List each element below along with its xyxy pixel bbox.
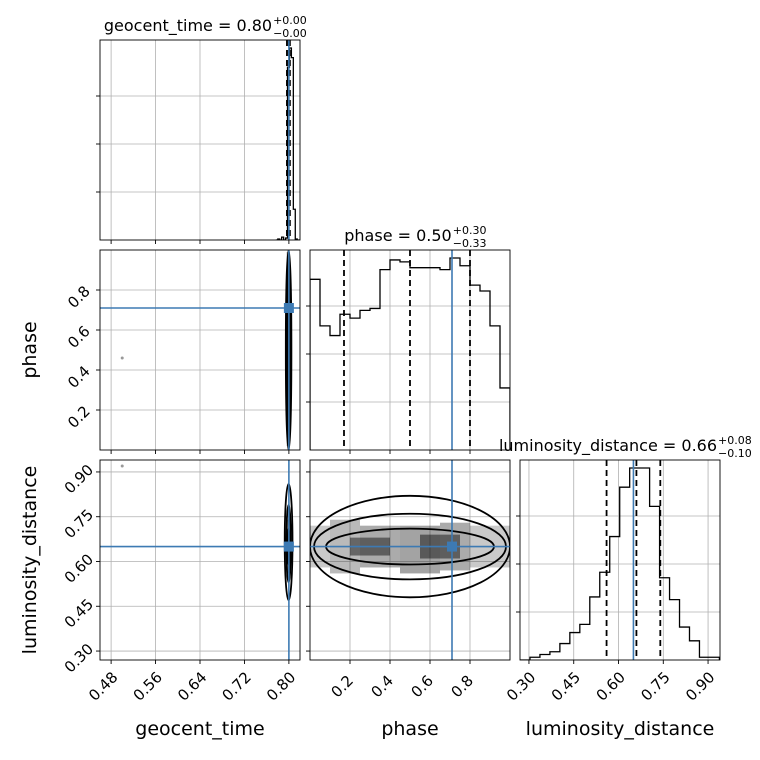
panel-geocent_time-geocent_time — [96, 39, 301, 244]
x-tick-label-geocent_time: 0.64 — [174, 668, 210, 704]
x-tick-label-geocent_time: 0.80 — [263, 668, 299, 704]
title-upper-error: +0.30 — [453, 224, 487, 237]
panel-frame — [309, 459, 511, 661]
truth-marker — [447, 541, 457, 552]
panel-phase-phase — [306, 249, 511, 454]
title-luminosity_distance: luminosity_distance = 0.66 +0.08−0.10 — [499, 434, 752, 460]
x-tick-label-phase: 0.2 — [327, 672, 357, 702]
scatter-point — [120, 356, 124, 360]
title-text: phase = 0.50 — [344, 226, 451, 245]
panel-luminosity_distance-luminosity_distance-inner — [520, 460, 720, 660]
title-upper-error: +0.08 — [718, 434, 752, 447]
panel-frame — [99, 459, 301, 661]
histogram-phase — [310, 257, 510, 450]
x-tick-label-phase: 0.4 — [367, 672, 397, 702]
truth-marker — [283, 541, 294, 552]
y-tick-label-phase: 0.8 — [64, 282, 94, 312]
histogram-luminosity_distance — [520, 467, 720, 660]
y-tick-label-luminosity_distance: 0.60 — [61, 550, 97, 586]
title-lower-error: −0.33 — [453, 237, 487, 250]
panel-luminosity_distance-luminosity_distance: 0.30 0.45 0.60 0.75 0.90 luminosity_distance — [503, 459, 721, 740]
x-tick-label-geocent_time: 0.48 — [85, 668, 121, 704]
x-tick-label-geocent_time: 0.56 — [130, 668, 166, 704]
panel-frame — [519, 459, 721, 661]
axis-label-phase: phase — [19, 321, 41, 378]
x-tick-label-geocent_time: 0.72 — [218, 668, 254, 704]
title-phase: phase = 0.50 +0.30−0.33 — [344, 224, 486, 250]
x-tick-label-luminosity_distance: 0.75 — [637, 668, 673, 704]
panel-phase-luminosity_distance: 0.2 0.4 0.6 0.8 phase — [306, 459, 511, 740]
y-tick-label-luminosity_distance: 0.75 — [61, 506, 97, 542]
panel-frame — [99, 249, 301, 451]
panel-frame — [309, 249, 511, 451]
y-tick-label-phase: 0.4 — [64, 362, 94, 392]
title-upper-error: +0.00 — [273, 14, 307, 27]
x-tick-label-luminosity_distance: 0.60 — [593, 668, 629, 704]
histogram-geocent_time — [275, 47, 300, 240]
axis-label-phase: phase — [381, 718, 438, 740]
panel-phase-luminosity_distance-inner — [310, 460, 510, 660]
x-tick-label-phase: 0.6 — [407, 672, 437, 702]
truth-marker — [283, 303, 294, 313]
axis-label-luminosity_distance: luminosity_distance — [19, 466, 41, 655]
contour-level-0 — [284, 250, 293, 450]
y-tick-label-luminosity_distance: 0.45 — [61, 595, 97, 631]
panel-frame — [99, 39, 301, 241]
title-lower-error: −0.00 — [273, 27, 307, 40]
panel-phase-phase-inner — [310, 250, 510, 450]
contour-level-0 — [310, 494, 510, 599]
y-tick-label-luminosity_distance: 0.30 — [61, 640, 97, 676]
panel-geocent_time-phase: 0.2 0.4 0.6 0.8 phase — [19, 249, 301, 454]
panel-geocent_time-luminosity_distance: 0.30 0.45 0.60 0.75 0.90 luminosity_distance 0… — [19, 459, 301, 740]
x-tick-label-luminosity_distance: 0.30 — [503, 668, 539, 704]
y-tick-label-luminosity_distance: 0.90 — [61, 461, 97, 497]
x-tick-label-phase: 0.8 — [447, 672, 477, 702]
x-tick-label-luminosity_distance: 0.45 — [548, 668, 584, 704]
panel-geocent_time-luminosity_distance-inner — [100, 460, 300, 660]
density-cell — [400, 525, 440, 574]
title-lower-error: −0.10 — [718, 447, 752, 460]
axis-label-luminosity_distance: luminosity_distance — [526, 718, 715, 740]
scatter-point — [120, 464, 124, 468]
panel-geocent_time-geocent_time-inner — [100, 40, 300, 240]
y-tick-label-phase: 0.6 — [64, 322, 94, 352]
title-geocent_time: geocent_time = 0.80 +0.00−0.00 — [104, 14, 307, 40]
panel-geocent_time-phase-inner — [100, 250, 300, 450]
y-tick-label-phase: 0.2 — [64, 402, 94, 432]
title-text: geocent_time = 0.80 — [104, 16, 272, 36]
title-text: luminosity_distance = 0.66 — [499, 436, 717, 456]
axis-label-geocent_time: geocent_time — [135, 718, 264, 740]
x-tick-label-luminosity_distance: 0.90 — [682, 668, 718, 704]
